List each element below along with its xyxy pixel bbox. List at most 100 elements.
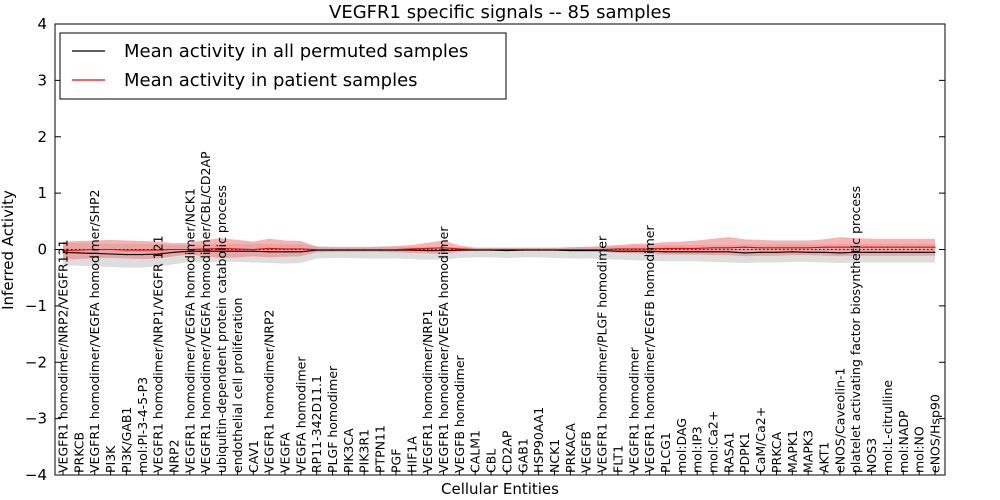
x-tick-label: VEGFB: [579, 431, 594, 473]
legend-label-permuted: Mean activity in all permuted samples: [124, 41, 468, 62]
legend-box: [59, 32, 507, 100]
data-point-patient: [538, 248, 540, 251]
x-tick-label: HSP90AA1: [531, 407, 546, 473]
x-tick-label: VEGFR1 homodimer: [626, 346, 641, 473]
data-point-patient: [94, 248, 96, 251]
data-point-patient: [236, 248, 238, 250]
data-point-patient: [744, 246, 746, 248]
data-point-patient: [363, 248, 365, 251]
x-tick-label: PTPN11: [373, 425, 388, 473]
data-point-patient: [839, 246, 841, 248]
y-tick-label: 3: [37, 71, 47, 89]
data-point-permuted: [585, 250, 587, 252]
data-point-patient: [189, 248, 191, 251]
data-point-permuted: [775, 251, 778, 253]
data-point-permuted: [300, 251, 302, 253]
x-tick-label: PLGF homodimer: [325, 365, 340, 473]
x-tick-label: platelet activating factor biosynthetic …: [848, 186, 863, 473]
data-point-patient: [902, 246, 904, 248]
data-point-permuted: [284, 251, 286, 253]
x-tick-label: eNOS/Caveolin-1: [832, 368, 847, 473]
data-point-permuted: [728, 251, 730, 253]
y-tick-label: 0: [37, 241, 47, 259]
data-point-patient: [220, 247, 223, 249]
data-point-patient: [458, 248, 460, 250]
data-point-patient: [110, 248, 112, 251]
data-point-permuted: [78, 252, 80, 254]
x-tick-label: VEGFR1 homodimer/NRP1/VEGFR 121: [151, 235, 166, 473]
data-point-permuted: [442, 250, 445, 252]
data-point-permuted: [617, 250, 619, 252]
data-point-patient: [855, 246, 857, 248]
x-tick-label: PDPK1: [737, 432, 752, 473]
chart-title: VEGFR1 specific signals -- 85 samples: [329, 2, 671, 23]
data-point-permuted: [569, 250, 571, 252]
data-point-patient: [331, 248, 334, 251]
x-tick-label: VEGFR1 homodimer/VEGFA homodimer/SHP2: [87, 189, 102, 473]
data-point-patient: [490, 248, 492, 251]
data-point-patient: [871, 246, 873, 248]
x-tick-label: VEGFR1 homodimer/VEGFA homodimer: [436, 226, 451, 473]
y-tick-label: −1: [25, 297, 47, 315]
data-point-permuted: [252, 250, 254, 252]
data-point-permuted: [506, 250, 508, 252]
x-tick-label: CD2AP: [499, 430, 514, 473]
data-point-permuted: [918, 251, 920, 253]
data-point-patient: [173, 248, 175, 251]
x-tick-label: PLCG1: [658, 432, 673, 473]
data-point-patient: [205, 248, 207, 250]
data-point-patient: [62, 250, 64, 252]
x-tick-label: mol:IP3: [690, 426, 705, 473]
x-tick-label: FLT1: [610, 445, 625, 473]
data-point-permuted: [427, 250, 429, 252]
data-point-patient: [157, 249, 159, 251]
x-tick-label: PI3K: [103, 445, 118, 473]
data-point-patient: [601, 248, 603, 251]
data-point-permuted: [696, 251, 698, 253]
x-tick-label: VEGFB homodimer: [452, 354, 467, 473]
x-tick-label: MAPK1: [785, 430, 800, 473]
data-point-permuted: [680, 251, 682, 253]
x-tick-label: mol:L-citrulline: [880, 380, 895, 473]
x-tick-label: CAV1: [246, 440, 261, 473]
x-tick-label: NOS3: [864, 438, 879, 473]
data-point-permuted: [855, 251, 857, 253]
data-point-permuted: [62, 251, 64, 253]
data-point-patient: [284, 248, 286, 250]
data-point-permuted: [839, 252, 841, 254]
x-tick-label: VEGFA: [278, 432, 293, 473]
data-point-patient: [918, 246, 920, 248]
y-tick-label: 2: [37, 128, 47, 146]
y-tick-label: −3: [25, 410, 47, 428]
data-point-permuted: [633, 250, 635, 252]
data-point-patient: [617, 248, 619, 250]
data-point-patient: [442, 247, 445, 249]
x-axis-label: Cellular Entities: [441, 480, 559, 498]
x-tick-label: CaM/Ca2+: [753, 407, 768, 473]
data-point-patient: [934, 246, 936, 248]
data-point-patient: [379, 248, 381, 251]
data-point-patient: [78, 249, 80, 251]
x-tick-label: PRKCA: [769, 432, 784, 473]
data-point-patient: [680, 247, 682, 249]
x-tick-label: VEGFR1 homodimer/NRP2: [262, 310, 277, 473]
data-point-permuted: [712, 251, 714, 253]
data-point-permuted: [744, 252, 746, 254]
x-tick-label: mol:NADP: [896, 410, 911, 473]
data-point-patient: [252, 248, 254, 251]
data-point-patient: [775, 247, 778, 249]
data-point-patient: [427, 247, 429, 249]
y-tick-label: 1: [37, 184, 47, 202]
x-tick-label: VEGFA homodimer: [293, 356, 308, 473]
x-tick-label: NRP2: [167, 439, 182, 473]
x-tick-label: VEGFR1 homodimer/PLGF homodimer: [595, 235, 610, 473]
x-tick-label: VEGFR1 homodimer/NRP1: [420, 310, 435, 473]
x-tick-label: eNOS/Hsp90: [928, 394, 943, 473]
data-point-patient: [506, 248, 508, 251]
data-point-permuted: [94, 252, 96, 254]
data-point-patient: [585, 248, 587, 251]
data-point-permuted: [458, 249, 460, 251]
x-tick-labels: VEGFR1 homodimer/NRP2/VEGFR121 PRKCB VEGFR…: [56, 151, 943, 475]
data-point-patient: [633, 248, 635, 250]
